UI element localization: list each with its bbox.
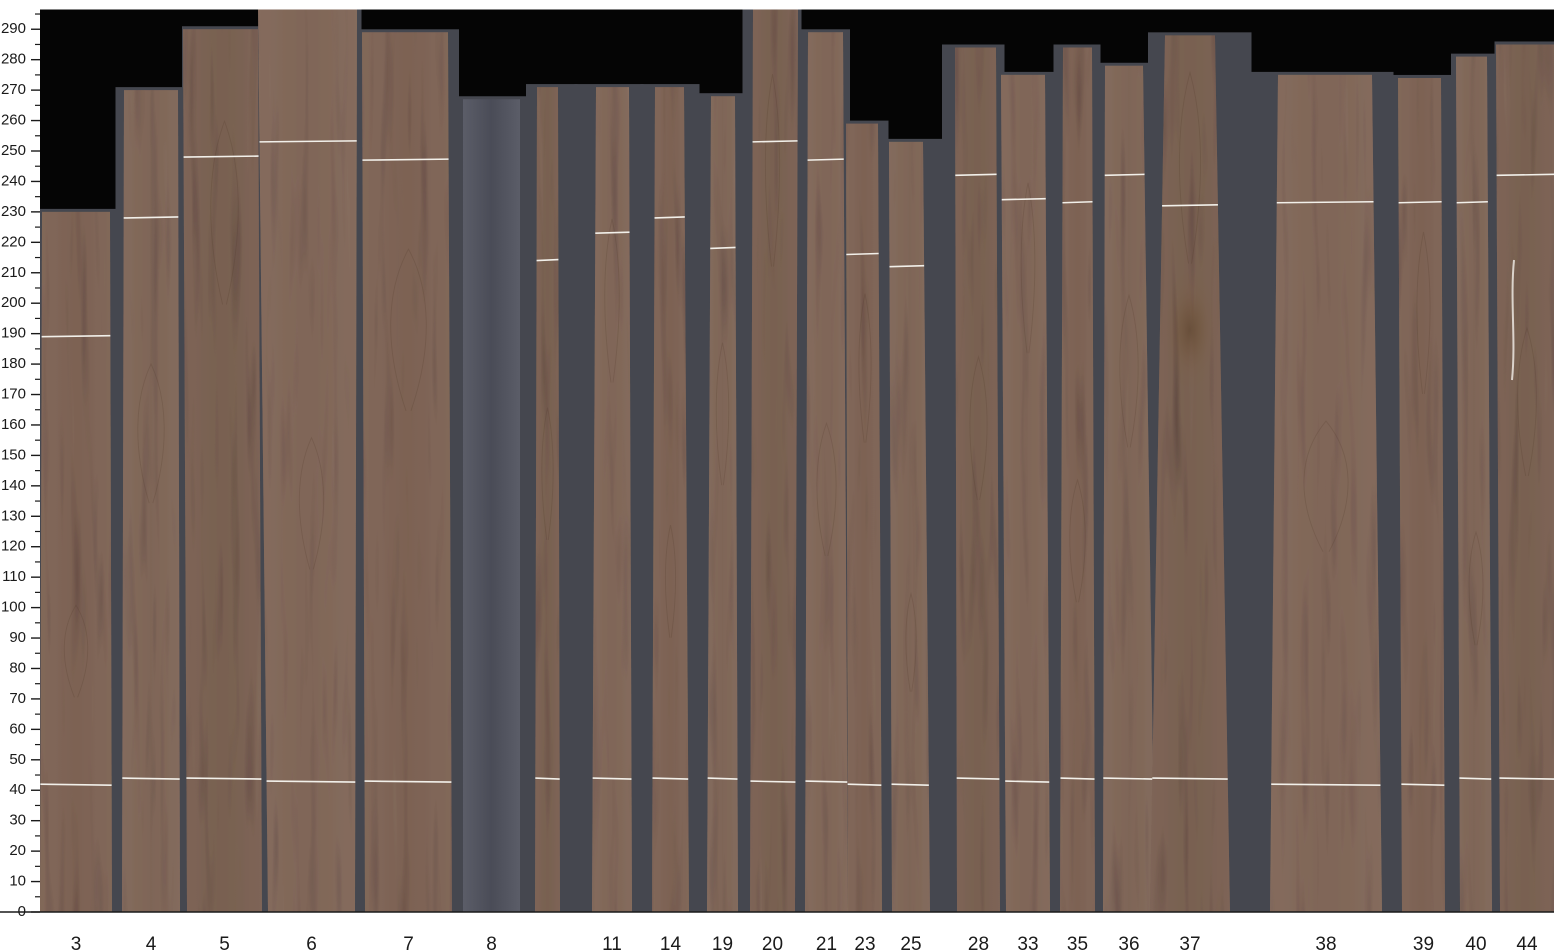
svg-text:50: 50	[9, 751, 26, 768]
svg-text:60: 60	[9, 720, 26, 737]
svg-text:6: 6	[306, 934, 317, 950]
svg-text:120: 120	[1, 538, 26, 555]
svg-text:240: 240	[1, 172, 26, 189]
svg-text:230: 230	[1, 203, 26, 220]
svg-text:190: 190	[1, 325, 26, 342]
svg-text:38: 38	[1315, 934, 1336, 950]
svg-text:25: 25	[900, 934, 921, 950]
svg-text:270: 270	[1, 81, 26, 98]
svg-text:30: 30	[9, 812, 26, 829]
svg-text:44: 44	[1516, 934, 1538, 950]
svg-text:220: 220	[1, 233, 26, 250]
svg-text:5: 5	[219, 934, 230, 950]
svg-text:3: 3	[71, 934, 82, 950]
svg-text:14: 14	[660, 934, 682, 950]
svg-text:8: 8	[486, 934, 497, 950]
svg-text:37: 37	[1179, 934, 1200, 950]
svg-text:80: 80	[9, 659, 26, 676]
svg-text:39: 39	[1413, 934, 1434, 950]
svg-text:150: 150	[1, 446, 26, 463]
svg-text:20: 20	[9, 842, 26, 859]
svg-text:130: 130	[1, 507, 26, 524]
svg-text:40: 40	[9, 781, 26, 798]
svg-text:70: 70	[9, 690, 26, 707]
svg-text:180: 180	[1, 355, 26, 372]
svg-text:290: 290	[1, 20, 26, 37]
svg-text:10: 10	[9, 873, 26, 890]
svg-text:21: 21	[816, 934, 837, 950]
svg-text:28: 28	[968, 934, 989, 950]
svg-text:200: 200	[1, 294, 26, 311]
svg-text:110: 110	[2, 568, 26, 585]
svg-text:19: 19	[712, 934, 733, 950]
svg-text:35: 35	[1067, 934, 1088, 950]
svg-text:280: 280	[1, 51, 26, 68]
svg-text:33: 33	[1017, 934, 1038, 950]
svg-text:100: 100	[1, 599, 26, 616]
svg-text:20: 20	[762, 934, 783, 950]
svg-text:250: 250	[1, 142, 26, 159]
svg-text:140: 140	[1, 477, 26, 494]
svg-text:210: 210	[1, 264, 26, 281]
svg-text:11: 11	[602, 934, 622, 950]
svg-text:23: 23	[854, 934, 875, 950]
svg-text:90: 90	[9, 629, 26, 646]
svg-text:160: 160	[1, 416, 26, 433]
svg-text:7: 7	[403, 934, 414, 950]
svg-text:36: 36	[1118, 934, 1139, 950]
svg-text:4: 4	[146, 934, 157, 950]
svg-text:40: 40	[1465, 934, 1486, 950]
svg-text:260: 260	[1, 112, 26, 129]
svg-text:170: 170	[1, 386, 26, 403]
